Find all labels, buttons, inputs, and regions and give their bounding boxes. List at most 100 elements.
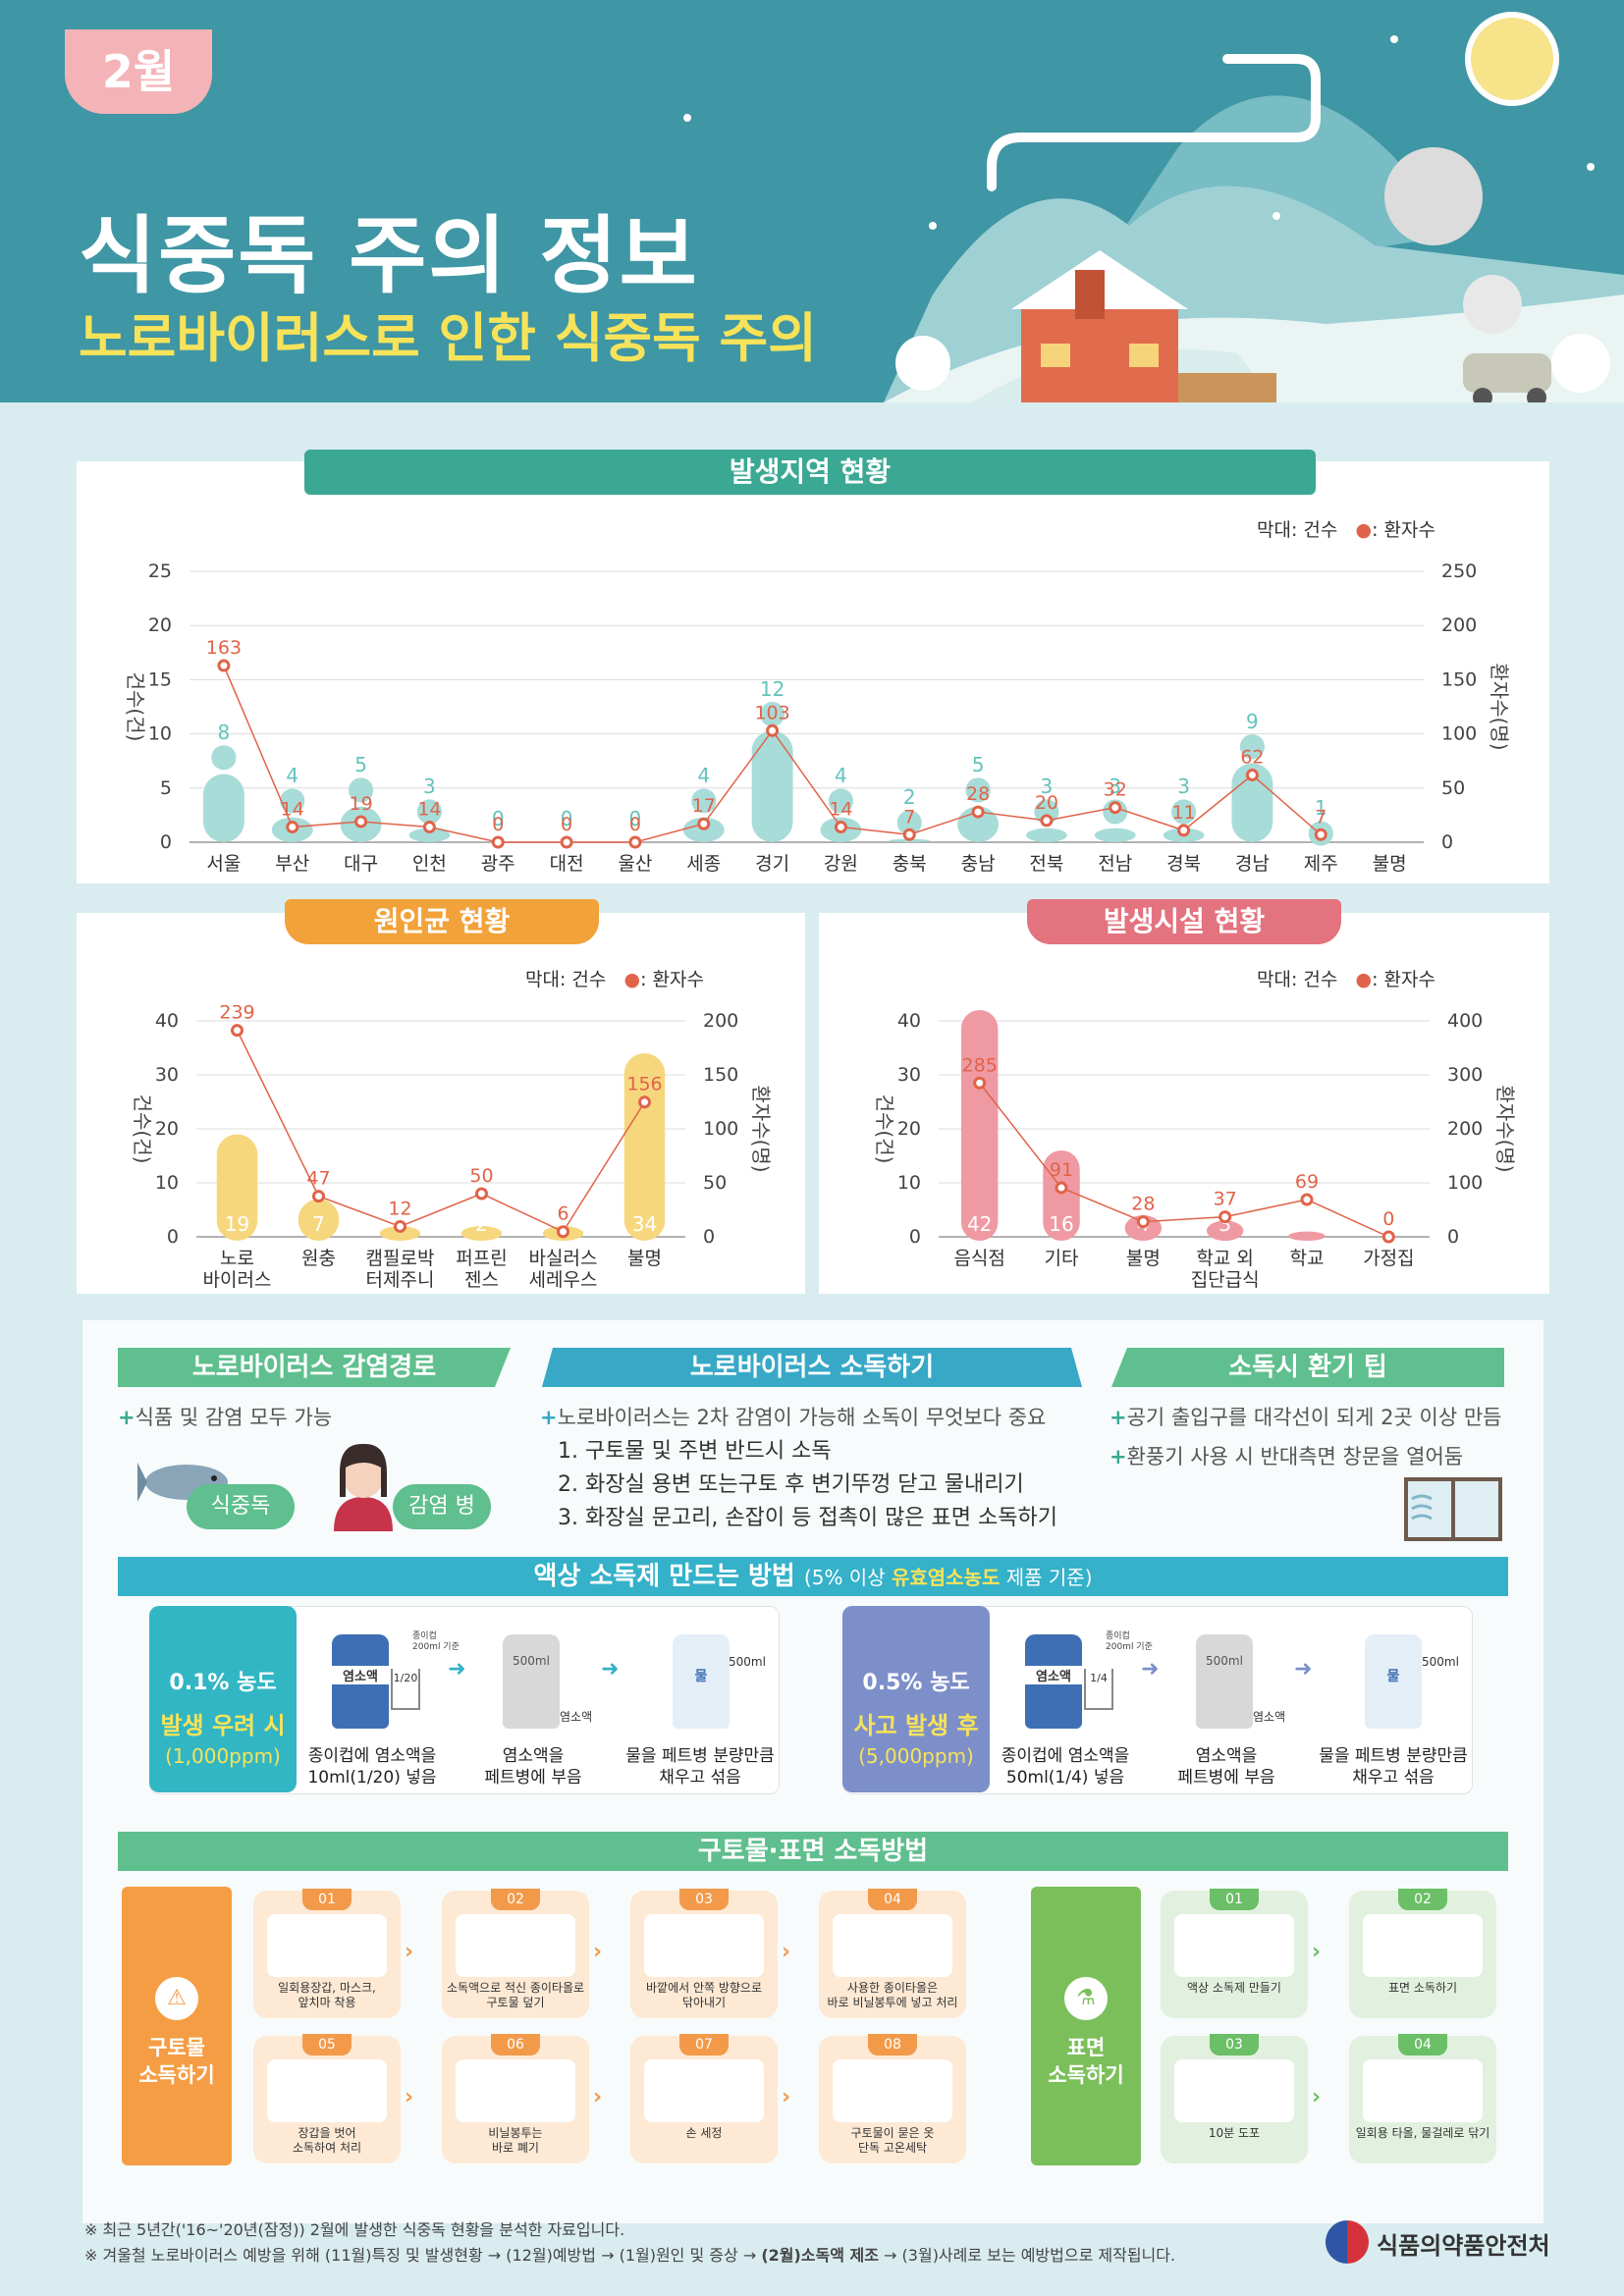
water-500ml-label: 500ml bbox=[1422, 1655, 1459, 1669]
paper-cup-icon: 1/20 bbox=[391, 1669, 420, 1710]
high-ppm: (5,000ppm) bbox=[858, 1744, 974, 1768]
vent-bullet-1: +공기 출입구를 대각선이 되게 2곳 이상 만듬 bbox=[1110, 1406, 1502, 1429]
bar bbox=[623, 1053, 666, 1241]
chevron-right-icon: › bbox=[1312, 2085, 1322, 2109]
step-label: 사용한 종이타올은 바로 비닐봉투에 넣고 처리 bbox=[827, 1981, 958, 2009]
low-case: 발생 우려 시 bbox=[160, 1712, 286, 1739]
patients-point bbox=[217, 659, 231, 672]
x-tick-label: 음식점 bbox=[953, 1248, 1004, 1269]
patients-label: 14 bbox=[829, 799, 852, 821]
patients-point bbox=[475, 1187, 488, 1201]
solution-note: (5% 이상 유효염소농도 제품 기준) bbox=[804, 1566, 1093, 1589]
patients-label: 0 bbox=[492, 814, 504, 835]
y-tick-label: 10 bbox=[148, 723, 172, 745]
step-card: 06 비닐봉투는 바로 폐기 bbox=[442, 2034, 589, 2163]
patients-label: 12 bbox=[388, 1198, 411, 1219]
x-tick-label: 바이러스 bbox=[203, 1269, 272, 1291]
patients-label: 69 bbox=[1295, 1171, 1319, 1193]
patients-label: 50 bbox=[469, 1165, 493, 1187]
legend-bar-label: 막대: 건수 bbox=[1257, 969, 1338, 990]
step-number: 02 bbox=[491, 1889, 540, 1910]
water-label: 물 bbox=[1386, 1669, 1400, 1684]
bar bbox=[1043, 1150, 1080, 1241]
y2-tick-label: 100 bbox=[1447, 1172, 1483, 1194]
patients-label: 28 bbox=[966, 783, 990, 805]
step-label: 비닐봉투는 바로 폐기 bbox=[488, 2126, 543, 2155]
y-tick-label: 40 bbox=[897, 1010, 921, 1032]
bar-label: 34 bbox=[632, 1212, 657, 1236]
step-illustration bbox=[644, 2059, 764, 2122]
x-tick-label: 광주 bbox=[481, 853, 515, 875]
patients-label: 17 bbox=[692, 795, 716, 817]
surface-label: 표면 소독하기 bbox=[1048, 2036, 1124, 2087]
bar-label: 2 bbox=[475, 1212, 488, 1236]
step2-caption: 염소액을 페트병에 부음 bbox=[1177, 1746, 1275, 1788]
x-tick-label: 부산 bbox=[275, 853, 309, 875]
water-label: 물 bbox=[694, 1669, 708, 1684]
y-tick-label: 20 bbox=[155, 1118, 179, 1140]
cup-note: 종이컵 200ml 기준 bbox=[412, 1631, 460, 1652]
disinfect-header: 노로바이러스 소독하기 bbox=[542, 1348, 1082, 1387]
y2-tick-label: 200 bbox=[1441, 614, 1477, 636]
vomit-disinfect-label-box: ⚠ 구토물 소독하기 bbox=[122, 1887, 232, 2165]
bar-label: 3 bbox=[1109, 774, 1121, 798]
x-tick-label: 울산 bbox=[618, 853, 652, 875]
chlorine-bottle-label: 염소액 bbox=[1025, 1666, 1082, 1684]
y-tick-label: 5 bbox=[160, 777, 172, 799]
step-illustration bbox=[267, 2059, 387, 2122]
patients-label: 0 bbox=[561, 814, 572, 835]
chevron-right-icon: › bbox=[405, 1940, 414, 1964]
pet-bottle-label: 500ml bbox=[1206, 1654, 1243, 1668]
disinfect-bullet-text: 노로바이러스는 2차 감염이 가능해 소독이 무엇보다 중요 bbox=[557, 1406, 1047, 1429]
bar bbox=[960, 1010, 999, 1241]
disinfect-item-2: 2. 화장실 용변 또는구토 후 변기뚜껑 닫고 물내리기 bbox=[558, 1472, 1024, 1497]
bar-label: 42 bbox=[967, 1212, 992, 1236]
disinfect-bullet: +노로바이러스는 2차 감염이 가능해 소독이 무엇보다 중요 bbox=[540, 1406, 1047, 1429]
patients-point bbox=[766, 723, 780, 737]
sick-person-icon bbox=[334, 1443, 393, 1531]
patients-label: 19 bbox=[349, 793, 372, 815]
vent-bullet-2: +환풍기 사용 시 반대측면 창문을 열어둠 bbox=[1110, 1445, 1464, 1468]
arrow-icon: ➜ bbox=[601, 1657, 620, 1682]
bar-label: 8 bbox=[218, 721, 231, 744]
food-poisoning-pill: 식중독 bbox=[187, 1484, 295, 1529]
patients-point bbox=[1177, 824, 1191, 837]
x-tick-label: 퍼프린 bbox=[456, 1248, 507, 1269]
bar-label: 0 bbox=[492, 807, 505, 830]
infection-bullet-text: 식품 및 감염 모두 가능 bbox=[135, 1406, 333, 1429]
step-label: 표면 소독하기 bbox=[1387, 1981, 1458, 1995]
bar-label: 5 bbox=[354, 753, 367, 776]
y2-tick-label: 100 bbox=[1441, 723, 1477, 745]
solution-note-post: 제품 기준) bbox=[1000, 1566, 1093, 1589]
patients-point bbox=[354, 815, 368, 828]
bar bbox=[1288, 1231, 1326, 1241]
bar bbox=[408, 828, 451, 842]
pet-bottle-icon: 500ml bbox=[503, 1634, 560, 1729]
bar-label: 9 bbox=[1246, 710, 1259, 733]
patients-point bbox=[1040, 814, 1054, 828]
y-tick-label: 30 bbox=[897, 1064, 921, 1086]
x-tick-label: 강원 bbox=[824, 853, 858, 875]
ventilation-header: 소독시 환기 팁 bbox=[1111, 1348, 1504, 1387]
legend-bar-label: 막대: 건수 bbox=[1257, 519, 1338, 541]
footer-note-2-bold: (2월)소독액 제조 bbox=[761, 2246, 879, 2265]
region-chart-panel bbox=[77, 461, 1549, 883]
patients-point bbox=[560, 835, 573, 849]
chevron-right-icon: › bbox=[593, 1940, 603, 1964]
chevron-right-icon: › bbox=[1312, 1940, 1322, 1964]
step-card: 04 사용한 종이타올은 바로 비닐봉투에 넣고 처리 bbox=[819, 1889, 966, 2018]
low-fraction: 1/20 bbox=[393, 1672, 418, 1684]
water-500ml-label: 500ml bbox=[729, 1655, 766, 1669]
patients-label: 37 bbox=[1214, 1189, 1237, 1210]
patients-point bbox=[1136, 1215, 1150, 1229]
y-tick-label: 0 bbox=[909, 1226, 921, 1248]
bar-head bbox=[965, 777, 991, 803]
bar-head bbox=[1034, 799, 1059, 825]
patients-point bbox=[628, 835, 642, 849]
bar-head bbox=[896, 810, 922, 835]
header-banner: 2월 식중독 주의 정보 노로바이러스로 인한 식중독 주의 bbox=[0, 0, 1624, 402]
patients-label: 11 bbox=[1171, 802, 1195, 824]
y2-tick-label: 0 bbox=[1447, 1226, 1459, 1248]
x-tick-label: 대구 bbox=[344, 853, 378, 875]
